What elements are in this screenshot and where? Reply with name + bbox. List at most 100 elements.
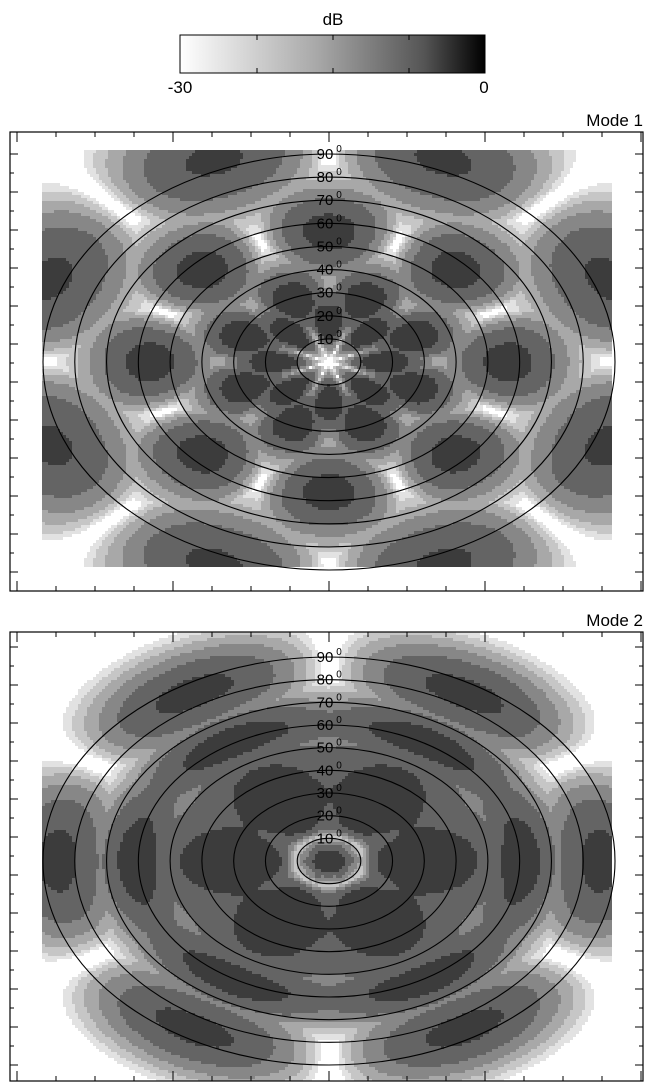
intensity-cell <box>165 528 234 531</box>
intensity-cell <box>96 294 117 297</box>
intensity-cell <box>351 674 363 677</box>
intensity-cell <box>546 219 561 222</box>
intensity-cell <box>342 674 351 677</box>
intensity-cell <box>591 360 600 363</box>
intensity-cell <box>480 399 495 402</box>
intensity-cell <box>507 423 528 426</box>
intensity-cell <box>513 764 525 767</box>
intensity-cell <box>69 285 102 288</box>
intensity-cell <box>567 375 579 378</box>
intensity-cell <box>537 168 552 171</box>
intensity-cell <box>342 321 363 324</box>
intensity-cell <box>285 408 309 411</box>
intensity-cell <box>342 399 360 402</box>
intensity-cell <box>78 363 90 366</box>
intensity-cell <box>390 453 399 456</box>
intensity-cell <box>510 300 516 303</box>
intensity-cell <box>300 465 357 468</box>
intensity-cell <box>42 384 69 387</box>
intensity-cell <box>228 453 246 456</box>
intensity-cell <box>405 486 408 489</box>
intensity-cell <box>270 246 273 249</box>
intensity-cell <box>294 405 303 408</box>
intensity-cell <box>180 495 225 498</box>
intensity-cell <box>90 216 108 219</box>
intensity-cell <box>354 683 366 686</box>
intensity-cell <box>351 665 363 668</box>
intensity-cell <box>264 390 270 393</box>
intensity-cell <box>75 710 87 713</box>
intensity-cell <box>432 456 480 459</box>
intensity-cell <box>348 836 354 839</box>
intensity-cell <box>264 408 285 411</box>
intensity-cell <box>264 303 273 306</box>
intensity-cell <box>66 258 108 261</box>
intensity-cell <box>471 662 501 665</box>
intensity-cell <box>414 255 438 258</box>
intensity-cell <box>426 677 465 680</box>
intensity-cell <box>108 174 123 177</box>
intensity-cell <box>105 779 114 782</box>
intensity-cell <box>267 486 273 489</box>
intensity-cell <box>342 378 345 381</box>
intensity-cell <box>438 731 465 734</box>
intensity-cell <box>393 237 396 240</box>
intensity-cell <box>117 294 132 297</box>
intensity-cell <box>102 330 123 333</box>
intensity-cell <box>180 459 225 462</box>
intensity-cell <box>309 378 315 381</box>
intensity-cell <box>93 749 105 752</box>
intensity-cell <box>288 510 372 513</box>
intensity-cell <box>282 186 375 189</box>
intensity-cell <box>423 363 432 366</box>
intensity-cell <box>432 363 447 366</box>
intensity-cell <box>42 465 108 468</box>
intensity-cell <box>327 788 330 791</box>
intensity-cell <box>300 282 318 285</box>
intensity-cell <box>234 243 246 246</box>
intensity-cell <box>414 465 435 468</box>
intensity-cell <box>531 830 549 833</box>
intensity-cell <box>537 522 543 525</box>
intensity-cell <box>552 279 588 282</box>
intensity-cell <box>549 228 579 231</box>
intensity-cell <box>399 285 414 288</box>
intensity-cell <box>129 668 147 671</box>
intensity-cell <box>327 351 333 354</box>
intensity-cell <box>408 770 504 773</box>
intensity-cell <box>504 204 522 207</box>
intensity-cell <box>270 498 282 501</box>
intensity-cell <box>387 276 411 279</box>
intensity-cell <box>348 366 351 369</box>
intensity-cell <box>552 737 570 740</box>
intensity-cell <box>462 222 492 225</box>
intensity-cell <box>111 339 183 342</box>
intensity-cell <box>567 689 579 692</box>
intensity-cell <box>537 686 552 689</box>
intensity-cell <box>99 546 108 549</box>
intensity-cell <box>411 270 432 273</box>
intensity-cell <box>336 264 381 267</box>
intensity-cell <box>78 357 90 360</box>
intensity-cell <box>279 477 288 480</box>
intensity-cell <box>567 396 600 399</box>
intensity-cell <box>240 303 258 306</box>
intensity-cell <box>99 204 105 207</box>
intensity-cell <box>348 549 363 552</box>
intensity-cell <box>228 354 252 357</box>
intensity-cell <box>129 420 144 423</box>
intensity-cell <box>420 815 480 818</box>
intensity-cell <box>558 800 582 803</box>
intensity-cell <box>579 375 591 378</box>
intensity-cell <box>159 378 189 381</box>
intensity-cell <box>108 683 123 686</box>
intensity-cell <box>303 860 312 863</box>
intensity-cell <box>165 219 234 222</box>
intensity-cell <box>576 525 612 528</box>
intensity-cell <box>42 291 63 294</box>
intensity-cell <box>267 342 288 345</box>
intensity-cell <box>156 300 168 303</box>
intensity-cell <box>252 309 255 312</box>
intensity-cell <box>357 689 372 692</box>
intensity-cell <box>279 468 285 471</box>
